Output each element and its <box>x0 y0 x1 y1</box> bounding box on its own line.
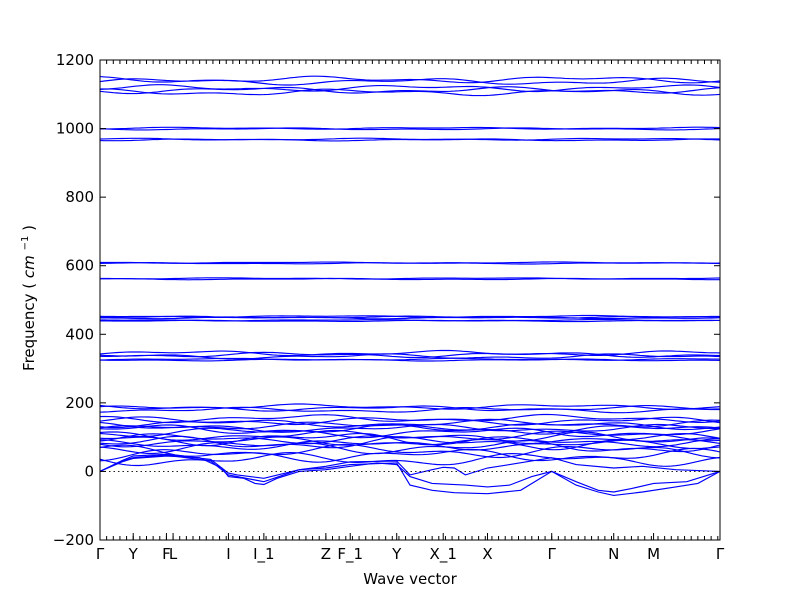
soft-mode-line <box>99 453 721 479</box>
band-line <box>100 88 721 97</box>
y-tick-label: 600 <box>65 257 94 275</box>
x-tick-label: X_1 <box>430 545 457 564</box>
x-tick-label: Z <box>321 545 331 563</box>
y-tick-label: 400 <box>65 325 94 343</box>
y-tick-label: 1000 <box>56 120 94 138</box>
band-line <box>99 314 721 318</box>
band-line <box>99 436 721 448</box>
band-line <box>99 349 721 357</box>
band-line <box>99 421 721 431</box>
band-line <box>99 431 721 447</box>
band-line <box>99 447 721 463</box>
y-axis-label-text: Frequency <box>20 293 38 371</box>
band-line <box>99 351 721 359</box>
x-tick-label: M <box>647 545 660 563</box>
band-line <box>100 126 721 130</box>
x-tick-label: N <box>608 545 619 563</box>
x-tick-label: F_1 <box>337 545 363 564</box>
y-axis-ticks: −200 0 200 400 600 800 1000 1200 <box>53 51 720 549</box>
x-tick-label: X <box>482 545 492 563</box>
x-tick-label: F <box>162 545 171 563</box>
band-line <box>99 315 720 319</box>
y-axis-label-unit: cm <box>20 255 38 278</box>
band-line <box>99 443 721 459</box>
band-line <box>99 439 721 455</box>
x-tick-label: Γ <box>548 545 557 563</box>
band-line <box>99 75 721 84</box>
soft-mode-line <box>99 454 721 496</box>
y-axis-label-unit-exp: −1 <box>20 236 31 251</box>
band-line <box>99 403 721 410</box>
y-tick-label: 200 <box>65 394 94 412</box>
x-tick-label: Γ <box>96 545 105 563</box>
band-line <box>99 137 721 141</box>
y-axis-label: Frequency ( cm −1 ) <box>14 225 38 371</box>
x-tick-label: Y <box>128 545 139 563</box>
y-axis-label-paren-open: ( <box>20 283 38 289</box>
band-line <box>99 84 721 93</box>
plot-frame <box>99 59 721 541</box>
y-tick-label: 800 <box>65 188 94 206</box>
x-axis-label: Wave vector <box>363 570 457 588</box>
band-line <box>99 406 720 414</box>
band-line <box>99 435 721 451</box>
band-line <box>100 318 720 322</box>
y-tick-label: 1200 <box>56 51 94 69</box>
y-tick-label: −200 <box>53 531 94 549</box>
band-line <box>99 86 721 95</box>
x-tick-label: Y <box>391 545 402 563</box>
band-line <box>99 423 721 435</box>
x-tick-label: L <box>169 545 178 563</box>
x-tick-label: Γ <box>716 545 725 563</box>
band-line <box>99 427 721 439</box>
y-tick-label: 0 <box>84 462 94 480</box>
band-line <box>99 357 720 361</box>
band-line <box>100 277 721 280</box>
x-axis-ticks: Γ Y FL I I_1 Z F_1 Y X_1 X Γ N M Γ <box>96 60 725 564</box>
x-tick-label: I_1 <box>253 545 274 564</box>
band-line <box>99 261 721 264</box>
band-lines <box>99 75 721 496</box>
y-axis-label-paren-close: ) <box>20 225 38 231</box>
x-tick-label: I <box>226 545 230 563</box>
band-line <box>99 413 721 424</box>
